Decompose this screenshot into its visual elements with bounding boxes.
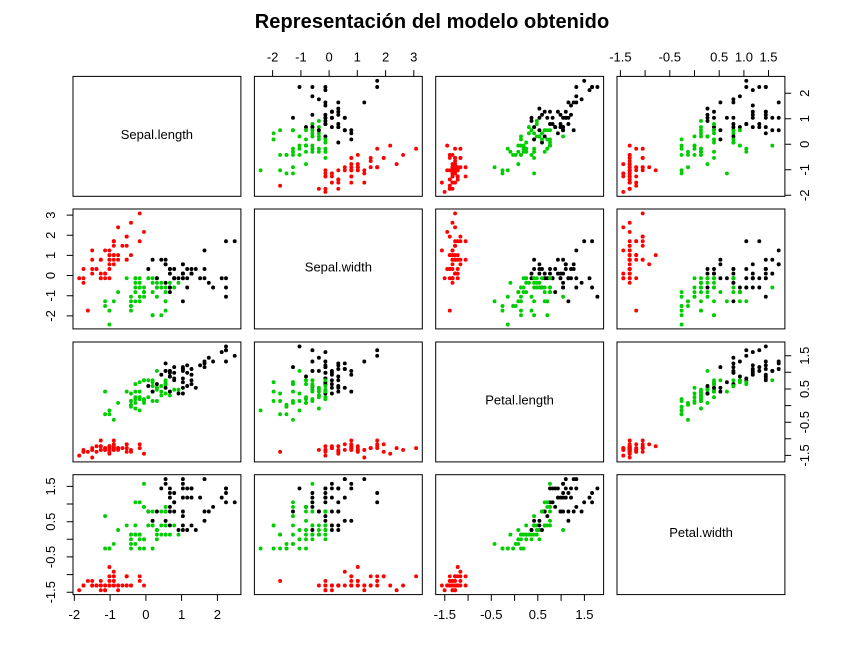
svg-text:0: 0: [325, 50, 332, 65]
svg-text:3: 3: [410, 50, 417, 65]
svg-text:1.5: 1.5: [797, 347, 812, 365]
svg-text:-1.5: -1.5: [43, 581, 58, 603]
svg-text:-2: -2: [43, 310, 58, 322]
svg-text:0.5: 0.5: [710, 50, 728, 65]
svg-text:1: 1: [43, 252, 58, 259]
svg-text:0.5: 0.5: [43, 513, 58, 531]
svg-text:1.5: 1.5: [43, 477, 58, 495]
svg-text:-2: -2: [267, 50, 279, 65]
svg-text:-1: -1: [797, 164, 812, 176]
svg-text:-1.5: -1.5: [609, 50, 631, 65]
svg-text:-1: -1: [43, 290, 58, 302]
svg-text:-1: -1: [104, 607, 116, 622]
svg-text:1.5: 1.5: [575, 607, 593, 622]
svg-text:2: 2: [382, 50, 389, 65]
svg-text:-0.5: -0.5: [480, 607, 502, 622]
svg-text:0.5: 0.5: [797, 380, 812, 398]
svg-text:Sepal.width: Sepal.width: [305, 260, 372, 275]
svg-text:1: 1: [797, 115, 812, 122]
svg-text:1: 1: [178, 607, 185, 622]
svg-text:2: 2: [43, 232, 58, 239]
svg-text:Representación del modelo obte: Representación del modelo obtenido: [255, 11, 610, 33]
svg-text:Sepal.length: Sepal.length: [121, 127, 193, 142]
svg-text:-0.5: -0.5: [797, 411, 812, 433]
svg-text:0: 0: [797, 141, 812, 148]
svg-text:-2: -2: [69, 607, 81, 622]
svg-text:2: 2: [214, 607, 221, 622]
svg-text:2: 2: [797, 90, 812, 97]
svg-text:Petal.width: Petal.width: [669, 525, 733, 540]
svg-text:-0.5: -0.5: [43, 546, 58, 568]
svg-text:Petal.length: Petal.length: [485, 393, 554, 408]
svg-text:1.0: 1.0: [735, 50, 753, 65]
svg-text:0: 0: [142, 607, 149, 622]
svg-text:-0.5: -0.5: [659, 50, 681, 65]
svg-text:1.5: 1.5: [759, 50, 777, 65]
svg-text:-2: -2: [797, 190, 812, 202]
svg-text:0.5: 0.5: [529, 607, 547, 622]
svg-text:3: 3: [43, 211, 58, 218]
svg-text:1: 1: [354, 50, 361, 65]
svg-text:-1.5: -1.5: [797, 444, 812, 466]
svg-text:-1.5: -1.5: [434, 607, 456, 622]
svg-text:-1: -1: [295, 50, 307, 65]
svg-text:0: 0: [43, 272, 58, 279]
